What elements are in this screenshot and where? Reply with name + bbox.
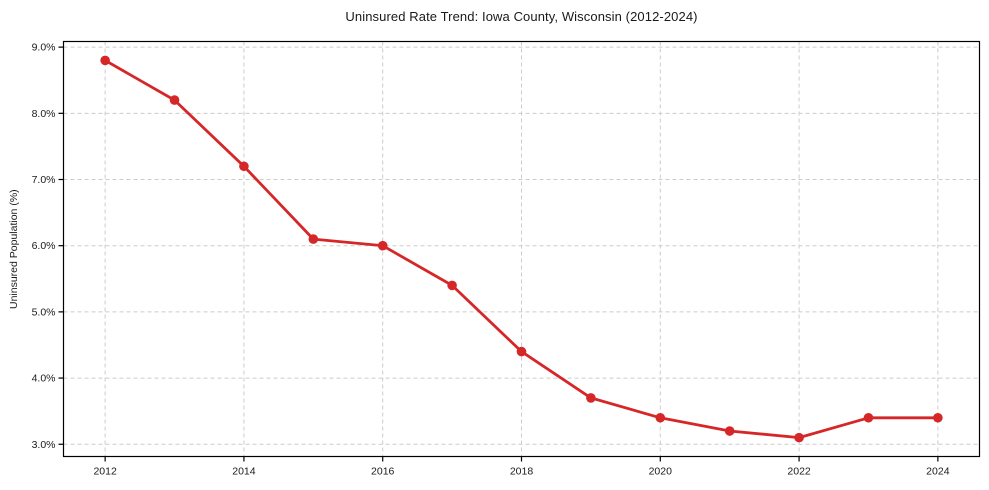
- x-tick-label: 2012: [93, 466, 117, 478]
- y-tick-label: 9.0%: [32, 42, 56, 54]
- data-point: [863, 412, 874, 423]
- x-tick-label: 2024: [926, 466, 950, 478]
- x-tick-label: 2022: [787, 466, 811, 478]
- data-point: [169, 95, 180, 105]
- y-tick-label: 4.0%: [32, 373, 56, 385]
- data-point: [516, 346, 527, 357]
- y-tick-label: 7.0%: [32, 174, 56, 186]
- y-tick-label: 8.0%: [32, 108, 56, 120]
- data-point: [447, 280, 457, 291]
- data-point: [308, 234, 319, 244]
- data-point: [377, 240, 388, 251]
- data-point: [100, 55, 110, 66]
- chart-title: Uninsured Rate Trend: Iowa County, Wisco…: [345, 9, 698, 24]
- x-tick-label: 2014: [232, 466, 256, 478]
- y-tick-label: 5.0%: [32, 306, 56, 318]
- data-point: [724, 426, 735, 436]
- x-tick-label: 2018: [510, 466, 534, 478]
- data-point: [794, 432, 804, 443]
- data-point: [933, 412, 943, 423]
- y-tick-label: 3.0%: [32, 439, 56, 451]
- data-point: [239, 161, 249, 172]
- data-point: [655, 412, 666, 423]
- x-tick-label: 2020: [649, 466, 673, 478]
- x-tick-label: 2016: [371, 466, 395, 478]
- data-point: [586, 393, 596, 403]
- y-tick-label: 6.0%: [32, 240, 56, 252]
